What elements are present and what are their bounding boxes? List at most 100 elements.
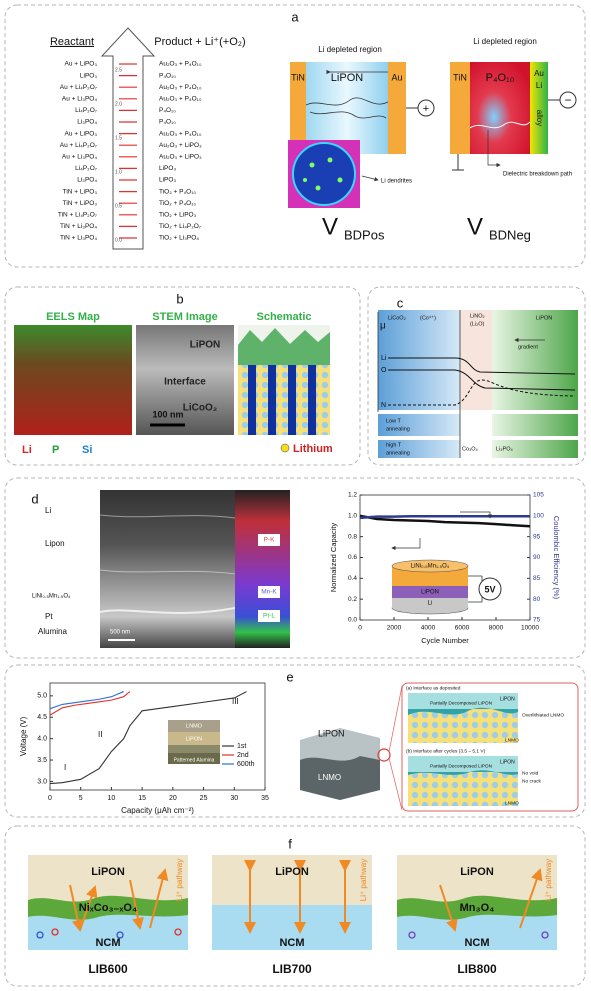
map-tag [258, 586, 280, 598]
shape [309, 162, 315, 168]
reactant: Li₃PO₄ [77, 119, 97, 126]
shape [136, 325, 234, 435]
inset-label: LNMO [186, 723, 203, 729]
y2-tick-label: 95 [533, 533, 541, 540]
x-tick-label: 6000 [455, 625, 470, 632]
layer-label: LiPON [460, 866, 494, 878]
y-tick-label: 1.0 [348, 513, 357, 520]
panel-box [4, 4, 586, 268]
map-label: Pt-L [263, 613, 275, 620]
region-label: Li depleted region [318, 45, 382, 54]
interlayers [28, 895, 557, 920]
reactant: TiN + LiPO₃ [63, 200, 98, 207]
shape [36, 931, 44, 939]
inset-label: LiPON [186, 736, 202, 742]
layer-label: LiCoO₂ [183, 403, 217, 414]
shape [129, 879, 144, 930]
layer-label: NCM [95, 937, 120, 949]
product: TiO₂ + P₄O₁₀ [159, 200, 196, 207]
y-tick-label: 0.2 [348, 596, 357, 603]
image-title: Schematic [256, 311, 311, 323]
shape [168, 720, 220, 732]
schematic [238, 325, 330, 453]
scale-label: 0.5 [115, 203, 122, 209]
layer-label: Partially Decomposed LiPON [430, 763, 493, 769]
shape [99, 514, 236, 519]
eels-map [14, 325, 132, 435]
shape [388, 357, 576, 375]
shape [492, 414, 578, 436]
panel-label: d [31, 491, 38, 506]
condition: annealing [386, 450, 410, 456]
shape [268, 365, 276, 435]
reactant: TiN + Li₃PO₄ [60, 223, 97, 230]
shape [541, 931, 549, 939]
panel-label: c [397, 295, 404, 310]
scale-label: 2.5 [115, 67, 122, 73]
product: Au₂O₃ + LiPO₃ [159, 154, 202, 161]
y-axis-title: Normalized Capacity [329, 523, 338, 592]
battery-inset [391, 559, 502, 615]
voltage-subscript: BDPos [344, 227, 385, 242]
layer-label: Pt [45, 612, 53, 621]
map-tag [258, 534, 280, 546]
annotation: gradient [518, 344, 538, 350]
x-tick-label: 15 [138, 795, 146, 802]
map-label: Mn-K [261, 589, 277, 596]
layer-label: LiPON [500, 759, 515, 765]
condition: annealing [386, 426, 410, 432]
voltage-subscript: BDNeg [489, 227, 531, 242]
legend-entry: Li [22, 444, 32, 456]
shape [397, 895, 557, 920]
reactant: Au + Li₄P₂O₇ [60, 84, 97, 91]
reactant: Au + Li₃PO₄ [62, 154, 97, 161]
product: TiO₂ + Li₄P₂O₇ [159, 223, 201, 230]
inset-label: Patterned Alumina [174, 757, 215, 763]
shape [519, 868, 543, 929]
shape [392, 598, 468, 608]
x-tick-label: 10000 [521, 625, 539, 632]
shape [337, 177, 343, 183]
reactant: Au + Li₄P₂O₇ [60, 142, 97, 149]
scale-label: 1.5 [115, 135, 122, 141]
reactant: TiN + LiPO₃ [63, 188, 98, 195]
shape [408, 931, 416, 939]
product: P₄O₁₀ [159, 72, 176, 79]
axis-pointer [460, 511, 493, 519]
shape [408, 693, 518, 709]
electrode-label: TiN [291, 72, 305, 82]
dipole-positive [288, 62, 435, 208]
panel-label: b [176, 291, 183, 306]
legend-entry: 600th [237, 761, 255, 768]
shape [559, 91, 577, 109]
product: Au₂O₃ + P₄O₁₀ [159, 96, 202, 103]
shape [116, 931, 124, 939]
product: LiPO₃ [159, 165, 176, 172]
annotation: No crack [522, 778, 542, 784]
energy-arrow [100, 27, 156, 250]
electrode-label: Au [391, 72, 402, 82]
data-line [49, 691, 124, 710]
shape [309, 111, 387, 119]
layer-label: Alumina [38, 627, 67, 636]
shape [51, 928, 59, 936]
y-tick-label: 4.5 [37, 714, 47, 721]
legend-entry: 2nd [237, 752, 249, 759]
li-pathways [69, 860, 543, 934]
layer-label: NCM [464, 937, 489, 949]
axis-label: μ [380, 321, 386, 332]
shape [306, 62, 388, 154]
shape [238, 328, 330, 365]
x-tick-label: 2000 [387, 625, 402, 632]
layer-label: LiPON [318, 728, 345, 738]
y-axis-title: Voltage (V) [19, 716, 28, 756]
sample-name: LIB700 [272, 962, 312, 976]
column-header: Reactant [50, 36, 94, 48]
scale-bar: 500 nm [110, 630, 130, 636]
x-axis-title: Cycle Number [421, 636, 469, 645]
ions [36, 928, 549, 939]
product: P₄O₁₀ [159, 119, 176, 126]
panel-box [367, 286, 586, 466]
product: Au₂O₃ + P₄O₁₀ [159, 130, 202, 137]
electrolyte-label: P₄O₁₀ [486, 72, 515, 84]
